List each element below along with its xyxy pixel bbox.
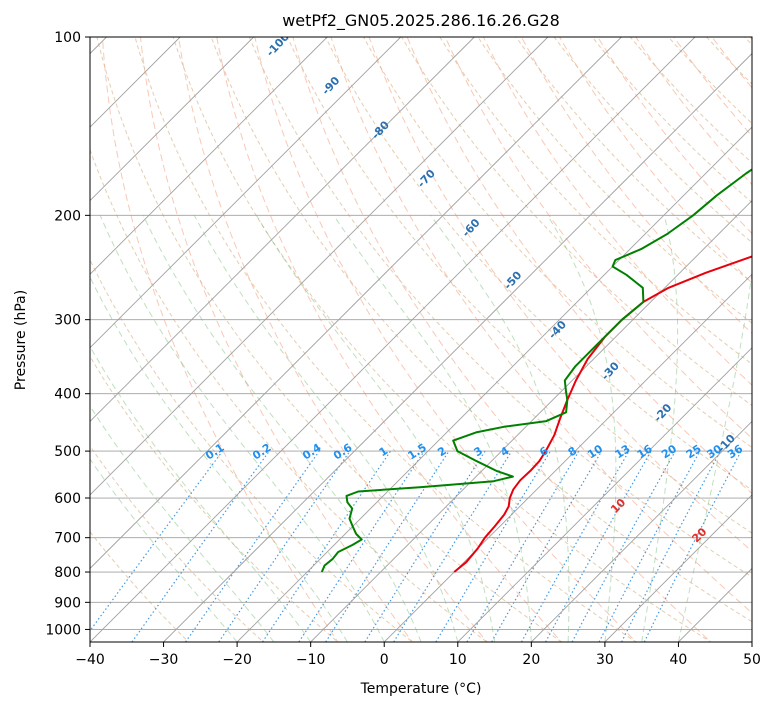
x-axis-title: Temperature (°C) [360,681,482,697]
x-tick-label: 0 [380,652,389,668]
y-tick-label: 400 [54,387,81,403]
isotherm-line [457,347,752,642]
dry-adiabat [363,37,752,449]
mixing-ratio-line [218,450,351,642]
y-tick-label: 100 [54,30,81,46]
x-tick-label: 40 [670,652,688,668]
y-tick-label: 800 [54,565,81,581]
mixing-ratio-lines [90,450,742,642]
moist-adiabat [193,215,459,642]
dry-adiabat [90,531,190,642]
dry-adiabat [134,37,638,642]
mixing-ratio-line [325,450,450,642]
mixing-ratio-line [545,450,652,642]
moist-adiabat [547,215,617,642]
mixing-ratio-line [261,450,391,642]
mixing-ratio-line [298,450,425,642]
isotherm-line [163,52,752,642]
dry-adiabats [90,37,752,642]
pseudo-adiabat [292,37,712,642]
mixing-ratio-line [520,450,630,642]
dry-adiabat [324,37,752,491]
isotherm-line [90,37,328,275]
chart-title: wetPf2_GN05.2025.286.16.26.G28 [282,11,560,31]
x-axis: −40 −30 −20 −10 0 10 20 30 40 50 [75,642,761,668]
dry-adiabat [90,355,339,642]
isotherm-line [310,200,752,642]
moist-adiabat [641,215,679,642]
mixing-ratio-line [393,450,513,642]
y-tick-label: 600 [54,491,81,507]
x-tick-label: 10 [449,652,467,668]
isotherm-line [236,126,752,642]
isotherm-line [531,420,752,642]
moist-adiabat [90,405,275,642]
isotherm-line [90,37,549,496]
moist-adiabat [142,215,422,642]
pseudo-adiabat [178,37,488,642]
moist-adiabat [90,458,238,642]
y-tick-label: 900 [54,595,81,611]
dry-adiabat [286,37,752,534]
mixing-ratio-line [185,450,320,642]
dry-adiabat [90,258,414,642]
y-axis-title: Pressure (hPa) [13,290,29,390]
y-tick-label: 300 [54,313,81,329]
isotherm-line [383,273,752,642]
mixing-ratio-line [643,450,742,642]
isotherm-line [90,37,402,349]
x-tick-label: −10 [296,652,326,668]
x-tick-label: −40 [75,652,105,668]
pseudo-adiabat [101,37,339,642]
dry-adiabat [401,37,752,407]
pseudo-adiabat [444,37,752,439]
plot-area: 0.1 0.2 0.4 0.6 1 1.5 2 3 4 6 8 10 13 16 20 25 30 36-100-… [90,37,752,642]
dry-adiabat [439,37,752,365]
y-tick-label: 200 [54,208,81,224]
moist-adiabat [333,215,532,642]
dry-adiabat [172,37,712,642]
y-axis: 100 200 300 400 500 600 700 800 900 1000 [45,30,90,638]
sounding-series [320,168,752,573]
pseudo-adiabat [216,37,563,642]
x-tick-label: −20 [222,652,252,668]
pseudo-adiabats [101,37,752,642]
mixing-ratio-line [90,450,223,632]
isotherm-line [90,37,254,202]
y-tick-label: 700 [54,531,81,547]
x-tick-label: 50 [743,652,761,668]
isotherm-line [90,37,622,570]
mixing-ratio-line [571,450,676,642]
y-tick-label: 500 [54,444,81,460]
plot-frame [89,36,753,643]
moist-adiabat [677,269,752,642]
pseudo-adiabat [139,37,414,642]
mixing-ratio-line [131,450,270,642]
isotherm-line [604,494,752,642]
isotherm-line [90,37,475,422]
x-tick-label: 30 [596,652,614,668]
pseudo-adiabat [254,37,637,642]
dry-adiabat [210,37,752,623]
dry-adiabat [96,37,563,642]
dewpoint-line [320,168,752,573]
pseudo-adiabat [330,37,752,614]
y-tick-label: 1000 [45,622,81,638]
moist-adiabat [90,345,312,642]
grid-lines [90,37,752,642]
isotherm-line [90,37,696,642]
x-tick-label: −30 [149,652,179,668]
pseudo-adiabat [406,37,752,495]
moist-adiabat [430,215,570,642]
moist-adiabat [99,215,385,642]
x-tick-label: 20 [522,652,540,668]
